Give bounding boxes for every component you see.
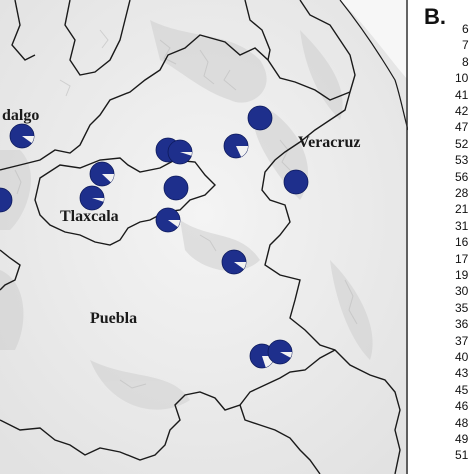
sample-code: 56 [455, 169, 469, 184]
sample-code: 16 [455, 235, 469, 250]
sample-code: 6 [462, 22, 469, 36]
sample-site-pie [0, 187, 13, 213]
sample-code: 31 [455, 218, 469, 233]
sample-code: 46 [455, 399, 469, 414]
region-label-tlaxcala: Tlaxcala [60, 208, 119, 225]
sample-site-pie [247, 105, 273, 131]
sample-code: 28 [455, 186, 469, 200]
sample-site-pies [0, 105, 309, 369]
sample-code: 30 [455, 284, 469, 299]
region-label-veracruz: Veracruz [298, 134, 361, 151]
panel-letter: B. [424, 4, 446, 29]
sample-code: 48 [455, 415, 469, 430]
sample-code: 37 [455, 333, 469, 348]
sample-code: 53 [455, 153, 469, 168]
sample-site-pie-slice [168, 220, 180, 228]
gulf-area [340, 0, 408, 80]
sample-code: 21 [455, 202, 469, 217]
sample-code: 45 [455, 382, 469, 397]
sample-site-pie-slice [92, 198, 104, 202]
sample-site-pie-slice [180, 152, 192, 156]
sample-site-pie [163, 175, 189, 201]
sample-code: 19 [455, 268, 469, 282]
region-label-puebla: Puebla [90, 310, 138, 327]
sample-code: 42 [455, 104, 469, 118]
sample-code: 52 [455, 136, 469, 151]
sample-code: 49 [455, 432, 469, 446]
sample-code: 51 [455, 448, 469, 463]
sample-code: 10 [455, 71, 469, 86]
sample-code: 41 [455, 87, 469, 102]
sample-code: 8 [462, 54, 469, 69]
sample-site-pie-slice [234, 262, 246, 270]
sample-code: 40 [455, 350, 469, 364]
map [0, 0, 408, 474]
legend-panel [408, 0, 474, 474]
sample-code: 17 [455, 251, 469, 266]
state-borders [0, 0, 401, 474]
coastline [339, 0, 408, 131]
sample-site-pie-slice [22, 136, 34, 144]
sample-code: 43 [455, 366, 469, 381]
sample-code: 47 [455, 120, 469, 135]
sample-site-pie [283, 169, 309, 195]
sample-site-pie-slice [236, 146, 249, 157]
terrain-texture [14, 29, 358, 389]
terrain-shading [0, 20, 373, 410]
sample-site-pie-slice [280, 352, 292, 358]
region-label-hidalgo: dalgo [2, 107, 40, 124]
sample-site-pie-slice [102, 174, 114, 183]
sample-code: 7 [462, 38, 469, 53]
sample-code: 35 [455, 300, 469, 315]
sample-code: 36 [455, 317, 469, 332]
